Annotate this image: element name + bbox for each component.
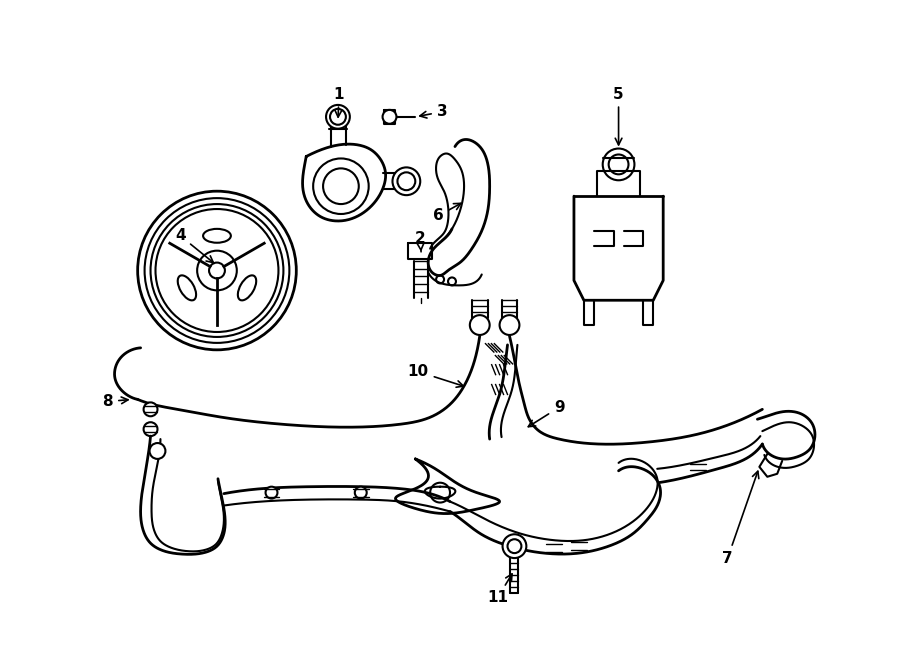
Text: 4: 4 — [175, 228, 213, 262]
Text: 10: 10 — [408, 364, 464, 387]
Text: 2: 2 — [415, 231, 426, 252]
Circle shape — [392, 167, 420, 195]
Text: 11: 11 — [487, 574, 512, 605]
Text: 7: 7 — [723, 471, 759, 566]
Circle shape — [500, 315, 519, 335]
Circle shape — [603, 149, 634, 180]
Circle shape — [502, 534, 526, 558]
Circle shape — [326, 105, 350, 129]
Text: 6: 6 — [433, 204, 461, 223]
Circle shape — [144, 403, 158, 416]
Circle shape — [149, 443, 166, 459]
Circle shape — [470, 315, 490, 335]
Text: 8: 8 — [103, 394, 128, 409]
Text: 3: 3 — [420, 104, 447, 120]
Circle shape — [355, 486, 366, 498]
Text: 1: 1 — [334, 87, 344, 117]
Circle shape — [382, 110, 397, 124]
Circle shape — [266, 486, 277, 498]
Text: 5: 5 — [613, 87, 624, 145]
Text: 9: 9 — [528, 400, 564, 427]
Circle shape — [144, 422, 158, 436]
